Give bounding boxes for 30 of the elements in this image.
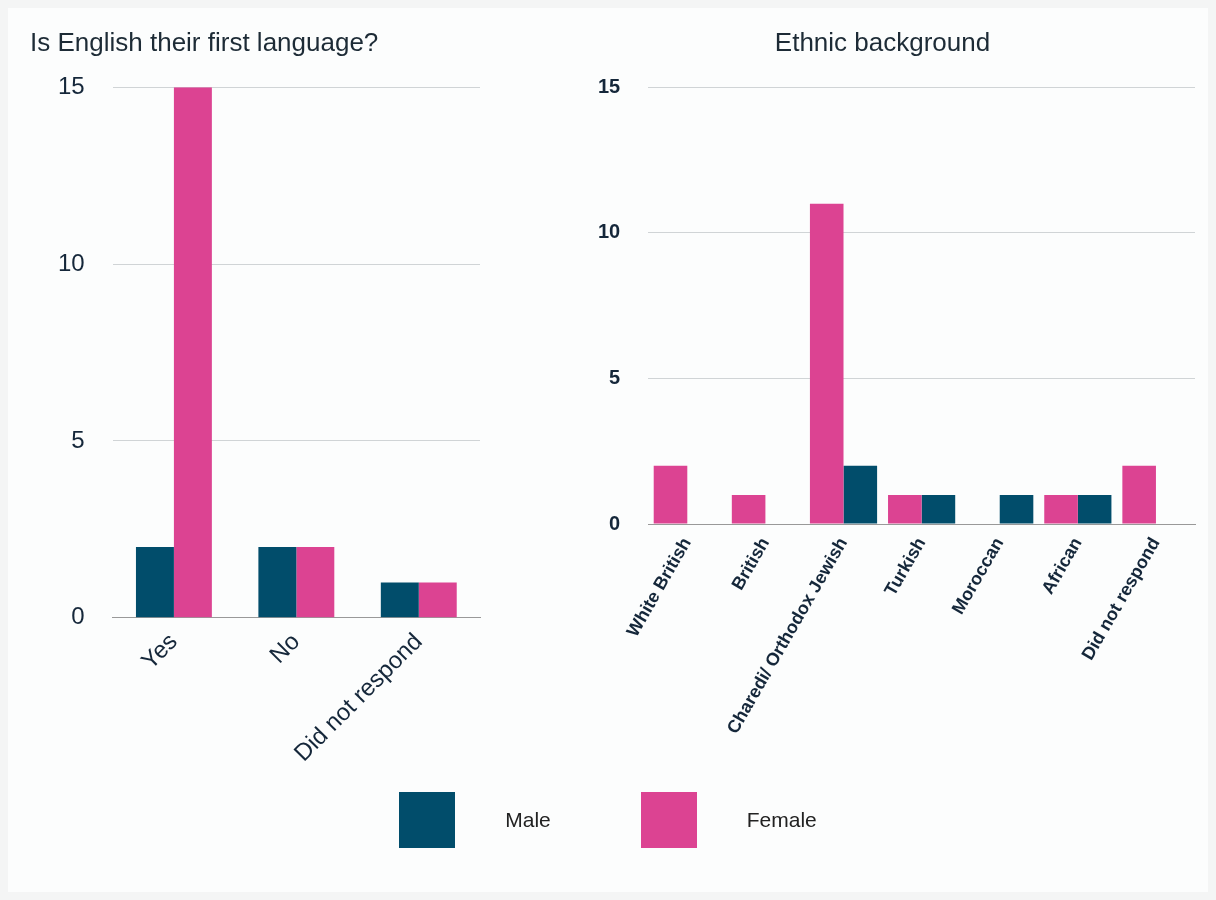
x-tick-label: No bbox=[263, 627, 305, 668]
bar bbox=[1077, 494, 1112, 524]
y-tick-label: 10 bbox=[57, 248, 85, 276]
bar bbox=[173, 87, 212, 618]
chart-title: Is English their first language? bbox=[30, 26, 379, 57]
text: Male bbox=[505, 808, 551, 832]
x-tick-label: Yes bbox=[135, 627, 183, 674]
bar bbox=[888, 494, 922, 524]
bar bbox=[380, 582, 419, 618]
bar bbox=[731, 494, 766, 524]
bar bbox=[843, 465, 878, 524]
y-tick-label: 10 bbox=[598, 220, 621, 243]
y-tick-label: 15 bbox=[57, 71, 85, 99]
bar bbox=[418, 582, 457, 618]
bar bbox=[1122, 465, 1156, 524]
bar bbox=[135, 547, 174, 618]
y-tick-label: 5 bbox=[609, 365, 621, 388]
bar bbox=[258, 547, 297, 618]
text: Female bbox=[746, 808, 817, 832]
chart-title: Ethnic background bbox=[774, 26, 991, 57]
y-tick-label: 0 bbox=[71, 602, 85, 630]
bar bbox=[1044, 494, 1078, 524]
y-tick-label: 0 bbox=[609, 511, 621, 534]
bar bbox=[921, 494, 956, 524]
y-tick-label: 15 bbox=[598, 74, 621, 97]
y-tick-label: 5 bbox=[71, 425, 85, 453]
bar bbox=[296, 547, 335, 618]
bar bbox=[653, 465, 688, 524]
bar bbox=[809, 203, 844, 524]
bar bbox=[999, 494, 1034, 524]
